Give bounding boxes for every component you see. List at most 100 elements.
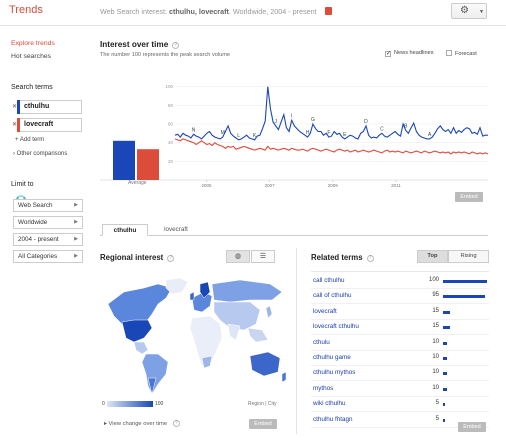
filter-category[interactable]: All Categories ▶ bbox=[13, 250, 83, 263]
related-term-name[interactable]: cthulhu game bbox=[313, 354, 351, 361]
nav-explore-trends[interactable]: Explore trends bbox=[11, 40, 55, 47]
filter-time-label: 2004 - present bbox=[18, 236, 59, 243]
related-term-value: 10 bbox=[432, 384, 439, 391]
caret-right-icon: ▶ bbox=[74, 253, 78, 259]
filter-time[interactable]: 2004 - present ▶ bbox=[13, 233, 83, 246]
map-region-japan bbox=[265, 305, 273, 319]
search-term-2[interactable]: lovecraft bbox=[17, 118, 82, 132]
related-term-row[interactable]: cthulhu fhtagn 5 bbox=[311, 416, 489, 430]
related-term-row[interactable]: cthulhu mythos 10 bbox=[311, 369, 489, 383]
related-term-row[interactable]: cthulu 10 bbox=[311, 339, 489, 353]
related-title-text: Related terms bbox=[311, 253, 363, 262]
related-terms-title: Related terms? bbox=[311, 253, 374, 262]
news-marker: J bbox=[275, 119, 278, 125]
world-map[interactable] bbox=[100, 270, 290, 400]
related-term-name[interactable]: cthulhu mythos bbox=[313, 369, 356, 377]
row-separator bbox=[311, 288, 489, 289]
region-city-toggle[interactable]: Region | City bbox=[248, 401, 277, 407]
interest-subtitle: The number 100 represents the peak searc… bbox=[100, 52, 230, 58]
related-term-name[interactable]: mythos bbox=[313, 384, 334, 392]
related-term-row[interactable]: wiki cthulhu 5 bbox=[311, 400, 489, 414]
embed-chart-button[interactable]: Embed bbox=[455, 192, 483, 202]
other-comparisons-link[interactable]: › Other comparisons bbox=[13, 151, 67, 157]
average-bar-lovecraft bbox=[137, 149, 159, 180]
forecast-checkbox[interactable]: Forecast bbox=[446, 50, 477, 57]
related-top-button[interactable]: Top bbox=[417, 250, 448, 263]
globe-icon: ◍ bbox=[234, 253, 242, 260]
related-term-name[interactable]: cthulu bbox=[313, 338, 330, 346]
search-term-1[interactable]: cthulhu bbox=[17, 100, 82, 114]
map-region-south-asia bbox=[227, 323, 241, 341]
remove-term-1-icon[interactable]: ✕ bbox=[12, 104, 18, 110]
y-tick-label: 20 bbox=[168, 159, 174, 164]
filter-region[interactable]: Worldwide ▶ bbox=[13, 216, 83, 229]
view-change-over-time-link[interactable]: ▸ View change over time ? bbox=[104, 420, 180, 427]
related-term-row[interactable]: call cthulhu 100 bbox=[311, 277, 489, 291]
map-view-toggle[interactable]: ◍ bbox=[226, 250, 250, 263]
row-separator bbox=[311, 411, 489, 413]
average-label: Average bbox=[128, 180, 147, 186]
list-icon: ☰ bbox=[259, 253, 267, 260]
related-term-name[interactable]: cthulhu fhtagn bbox=[313, 415, 353, 423]
other-comparisons-label: Other comparisons bbox=[16, 151, 68, 157]
remove-term-2-icon[interactable]: ✕ bbox=[12, 122, 18, 128]
related-term-row[interactable]: lovecraft 15 bbox=[311, 308, 489, 322]
related-rising-button[interactable]: Rising bbox=[448, 250, 489, 263]
share-icon[interactable] bbox=[324, 7, 332, 15]
filter-search-type[interactable]: Web Search ▶ bbox=[13, 199, 83, 212]
help-icon[interactable]: ? bbox=[167, 255, 175, 262]
related-term-name[interactable]: lovecraft cthulhu bbox=[313, 323, 359, 331]
related-term-bar bbox=[443, 341, 448, 345]
trends-logo[interactable]: Trends bbox=[9, 4, 43, 16]
search-term-1-label: cthulhu bbox=[24, 103, 50, 110]
related-term-value: 5 bbox=[435, 415, 439, 422]
related-term-row[interactable]: call of cthulhu 95 bbox=[311, 292, 489, 306]
interest-title-text: Interest over time bbox=[100, 40, 169, 49]
help-icon[interactable]: ? bbox=[172, 420, 180, 427]
news-marker: C bbox=[380, 126, 384, 132]
row-separator bbox=[311, 334, 489, 336]
related-term-row[interactable]: cthulhu game 10 bbox=[311, 354, 489, 368]
related-divider bbox=[311, 271, 489, 272]
news-marker: F bbox=[327, 130, 330, 136]
section-divider bbox=[296, 248, 297, 434]
tab-lovecraft[interactable]: lovecraft bbox=[164, 226, 188, 233]
filter-search-type-label: Web Search bbox=[18, 202, 53, 209]
map-region-south-america bbox=[141, 353, 169, 395]
embed-map-button[interactable]: Embed bbox=[249, 419, 277, 429]
related-term-bar bbox=[443, 387, 448, 391]
query-suffix: . Worldwide, 2004 - present bbox=[228, 7, 317, 16]
map-legend-gradient bbox=[107, 401, 153, 407]
caret-right-icon: ▶ bbox=[74, 236, 78, 242]
gear-icon: ⚙ bbox=[460, 5, 469, 16]
settings-button[interactable]: ⚙ ▼ bbox=[451, 3, 487, 19]
tabs-underline bbox=[100, 235, 488, 236]
map-region-greenland bbox=[165, 277, 189, 295]
related-term-bar bbox=[443, 295, 485, 299]
average-bar-cthulhu bbox=[113, 140, 135, 180]
map-region-central-america bbox=[133, 341, 149, 355]
nav-hot-searches[interactable]: Hot searches bbox=[11, 53, 52, 60]
help-icon[interactable]: ? bbox=[366, 255, 374, 262]
tab-cthulhu[interactable]: cthulhu bbox=[102, 224, 148, 236]
list-view-toggle[interactable]: ☰ bbox=[251, 250, 275, 263]
related-term-name[interactable]: lovecraft bbox=[313, 307, 337, 315]
embed-related-button[interactable]: Embed bbox=[458, 422, 486, 432]
map-region-russia bbox=[211, 279, 283, 303]
search-terms-heading: Search terms bbox=[11, 84, 53, 91]
related-term-row[interactable]: mythos 10 bbox=[311, 385, 489, 399]
related-term-name[interactable]: call of cthulhu bbox=[313, 292, 352, 300]
related-term-value: 15 bbox=[432, 323, 439, 330]
related-term-name[interactable]: call cthulhu bbox=[313, 277, 345, 284]
interest-chart[interactable]: 100 80 60 40 20 2005 2007 2009 2011 N M L K J I H G F E D C B… bbox=[100, 62, 490, 192]
add-term-link[interactable]: + Add term bbox=[15, 137, 44, 143]
related-term-name[interactable]: wiki cthulhu bbox=[313, 400, 346, 408]
legend-min: 0 bbox=[102, 401, 105, 407]
news-marker: K bbox=[253, 133, 257, 139]
row-separator bbox=[311, 380, 489, 382]
caret-right-icon: ▸ bbox=[104, 421, 107, 427]
related-term-bar bbox=[443, 310, 450, 314]
help-icon[interactable]: ? bbox=[172, 42, 180, 49]
news-headlines-checkbox[interactable]: ✓ News headlines bbox=[385, 50, 434, 57]
related-term-row[interactable]: lovecraft cthulhu 15 bbox=[311, 323, 489, 337]
